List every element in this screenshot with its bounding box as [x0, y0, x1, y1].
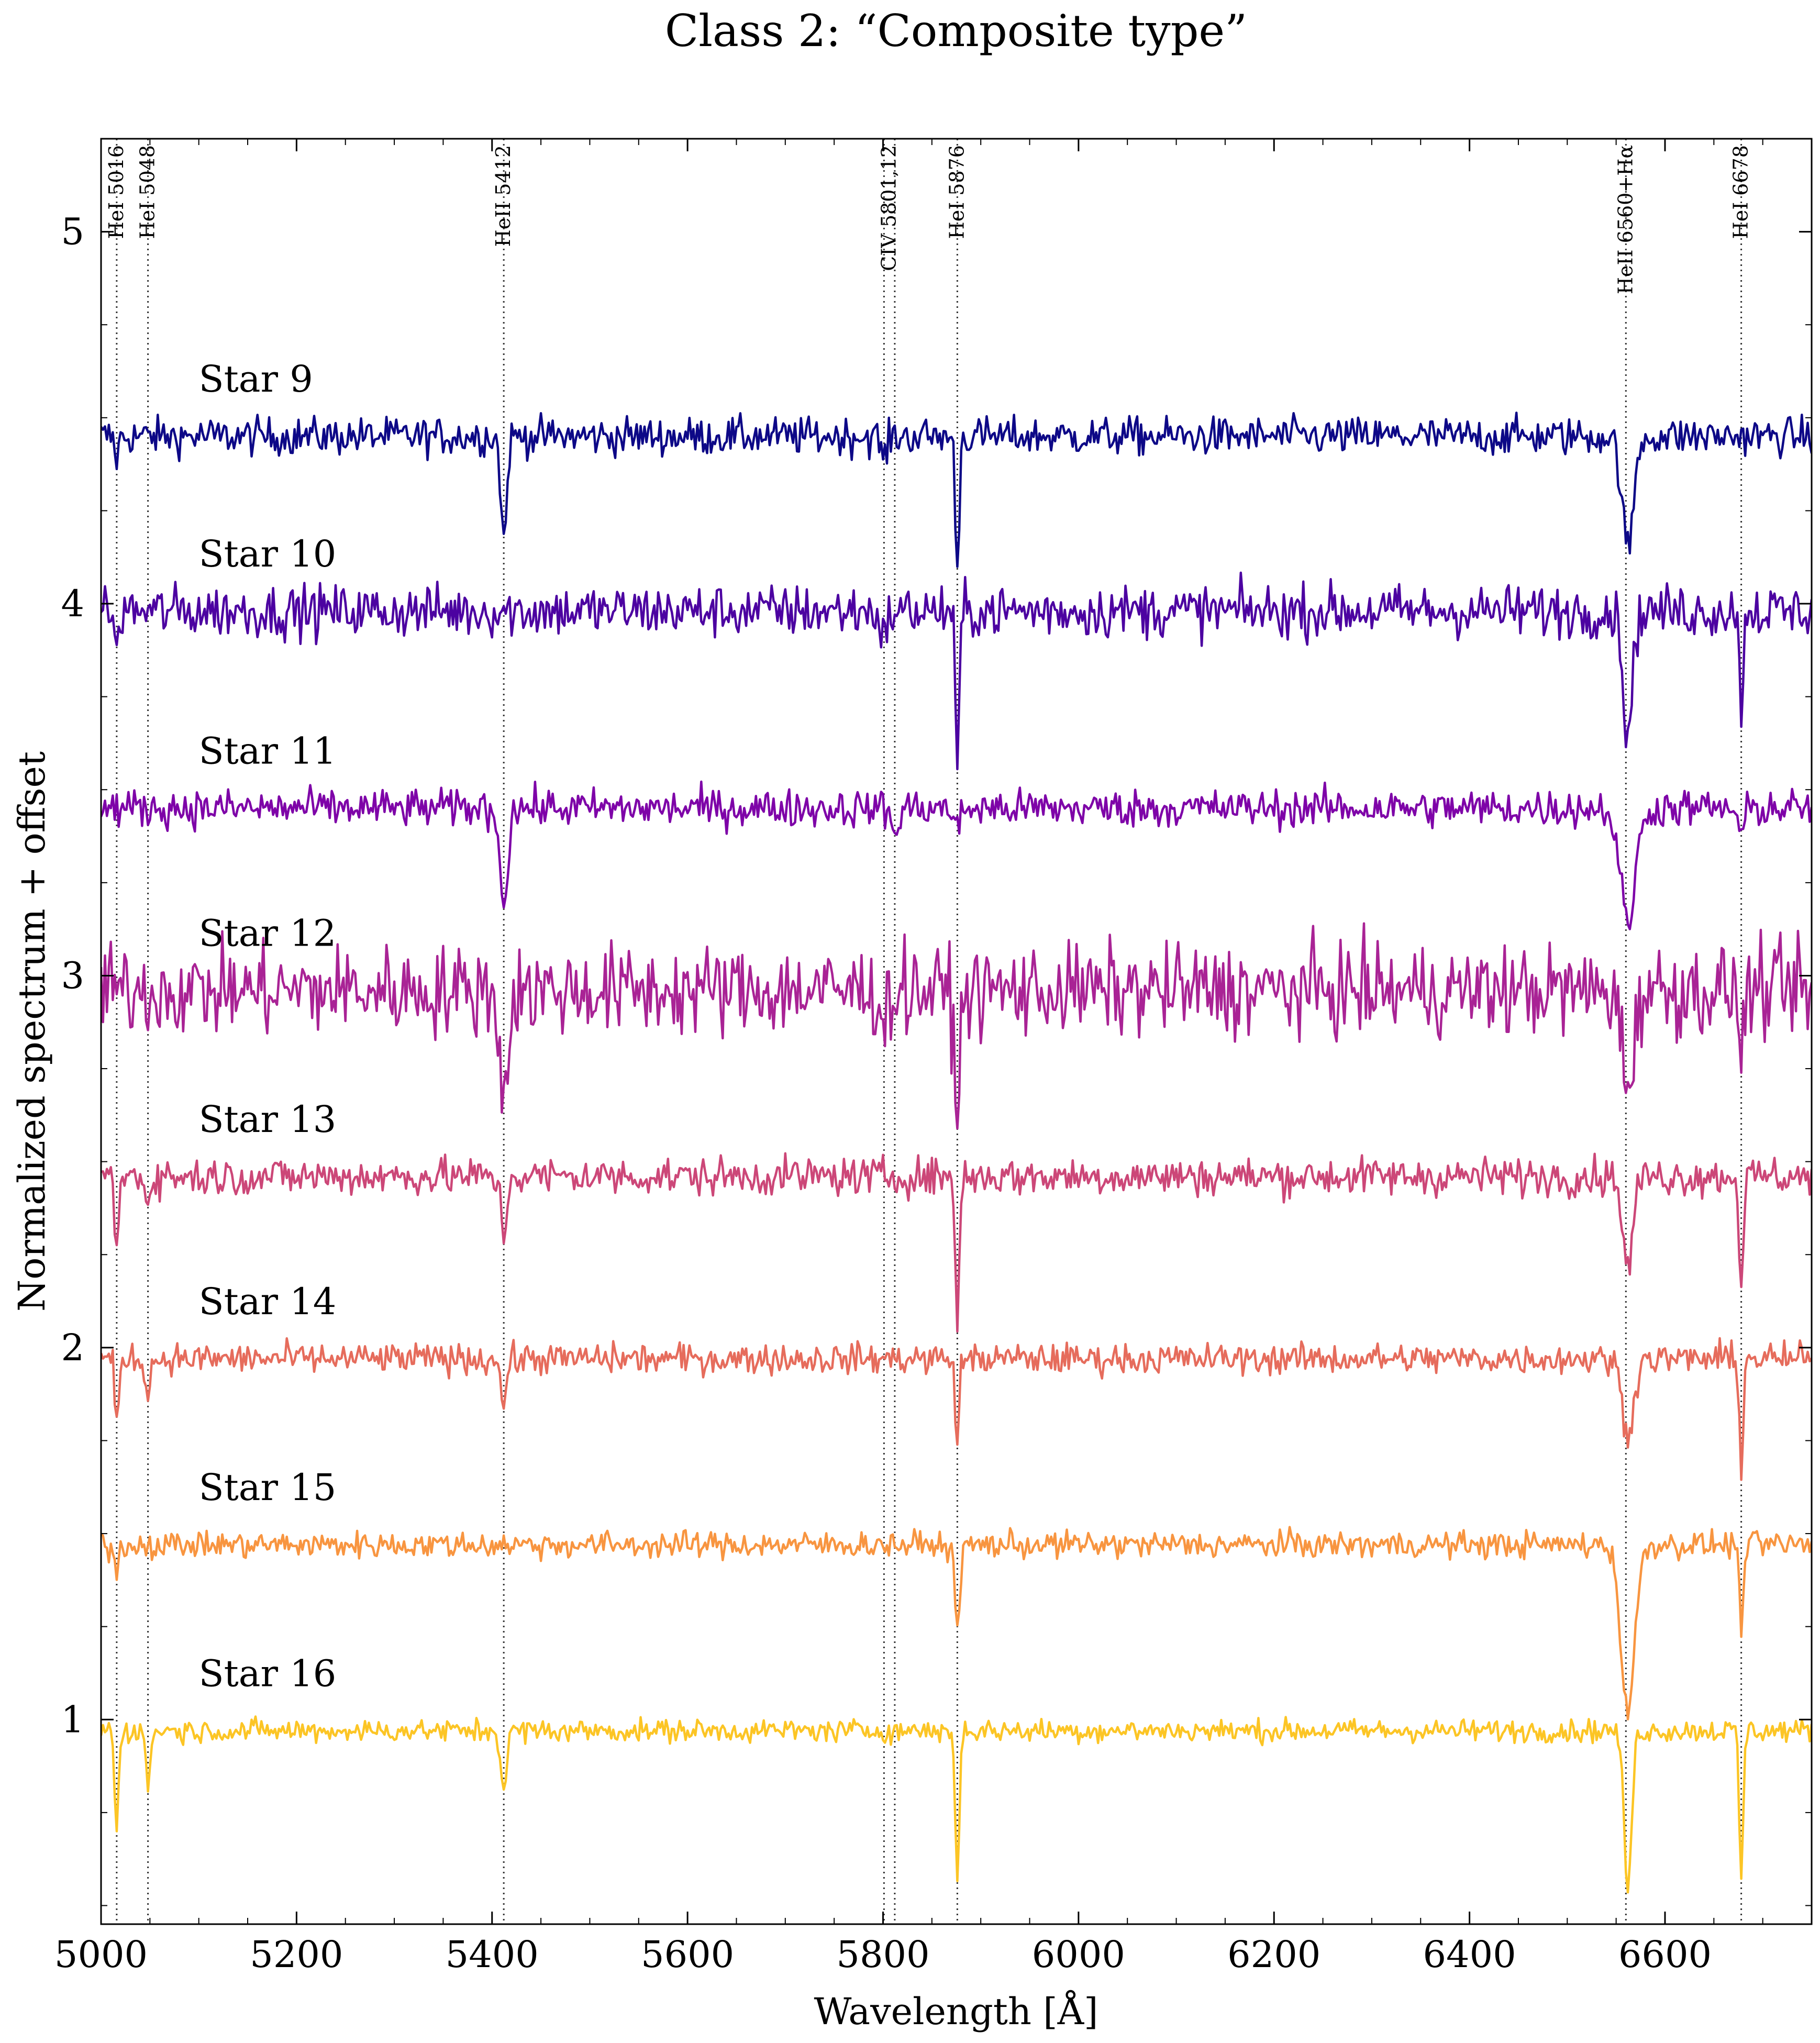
line-markers: HeI 5016 HeI 5048 HeII 5412 CIV 5801,12 HeI …: [105, 139, 1752, 1924]
spectrum-line: [101, 571, 1812, 771]
star-labels: Star 9 Star 10 Star 11 Star 12 Star 13 Star 1…: [199, 358, 337, 1695]
spectrum-line: [101, 412, 1812, 568]
line-marker-label: HeI 5048: [136, 145, 159, 239]
spectrum-line: [101, 1526, 1812, 1720]
axis-ticks: 5000 5200 5400 5600 5800 6000 6200 6400 6600 1 2 3 4…: [54, 139, 1812, 1976]
x-tick-label: 5000: [54, 1933, 148, 1976]
x-tick-label: 5600: [641, 1933, 734, 1976]
x-tick-label: 6400: [1423, 1933, 1516, 1976]
series-label: Star 14: [199, 1280, 337, 1323]
line-marker-label: CIV 5801,12: [878, 145, 901, 271]
line-marker-label: HeI 5016: [105, 145, 128, 239]
x-tick-label: 5200: [250, 1933, 343, 1976]
series-label: Star 15: [199, 1466, 337, 1509]
line-marker-label: HeII 5412: [492, 145, 515, 247]
plot-frame: [100, 138, 1813, 1925]
x-tick-label: 5800: [836, 1933, 929, 1976]
series-label: Star 9: [199, 358, 313, 401]
x-tick-label: 6000: [1032, 1933, 1125, 1976]
y-axis-label: Normalized spectrum + offset: [10, 751, 53, 1312]
spectrum-line: [101, 780, 1812, 930]
series-label: Star 11: [199, 730, 337, 773]
x-tick-label: 6200: [1227, 1933, 1320, 1976]
series-label: Star 12: [199, 912, 337, 955]
x-tick-label: 5400: [446, 1933, 539, 1976]
line-marker-label: HeI 5876: [945, 145, 968, 239]
y-tick-label: 4: [61, 582, 84, 625]
spectra-series: [101, 412, 1812, 1894]
spectrum-line: [101, 1152, 1812, 1333]
spectrum-line: [101, 922, 1812, 1130]
y-tick-label: 5: [61, 210, 84, 253]
y-tick-label: 1: [61, 1698, 84, 1741]
series-label: Star 13: [199, 1098, 337, 1141]
spectrum-line: [101, 1715, 1812, 1894]
spectrum-line: [101, 1337, 1812, 1481]
chart-title: Class 2: “Composite type”: [665, 5, 1247, 57]
line-marker-label: HeII 6560+Hα: [1614, 145, 1637, 294]
y-tick-label: 2: [61, 1326, 84, 1369]
x-axis-label: Wavelength [Å]: [814, 1990, 1098, 2033]
line-marker-label: HeI 6678: [1729, 145, 1752, 239]
y-tick-label: 3: [61, 954, 84, 997]
series-label: Star 10: [199, 532, 337, 575]
x-tick-label: 6600: [1618, 1933, 1712, 1976]
series-label: Star 16: [199, 1652, 337, 1695]
